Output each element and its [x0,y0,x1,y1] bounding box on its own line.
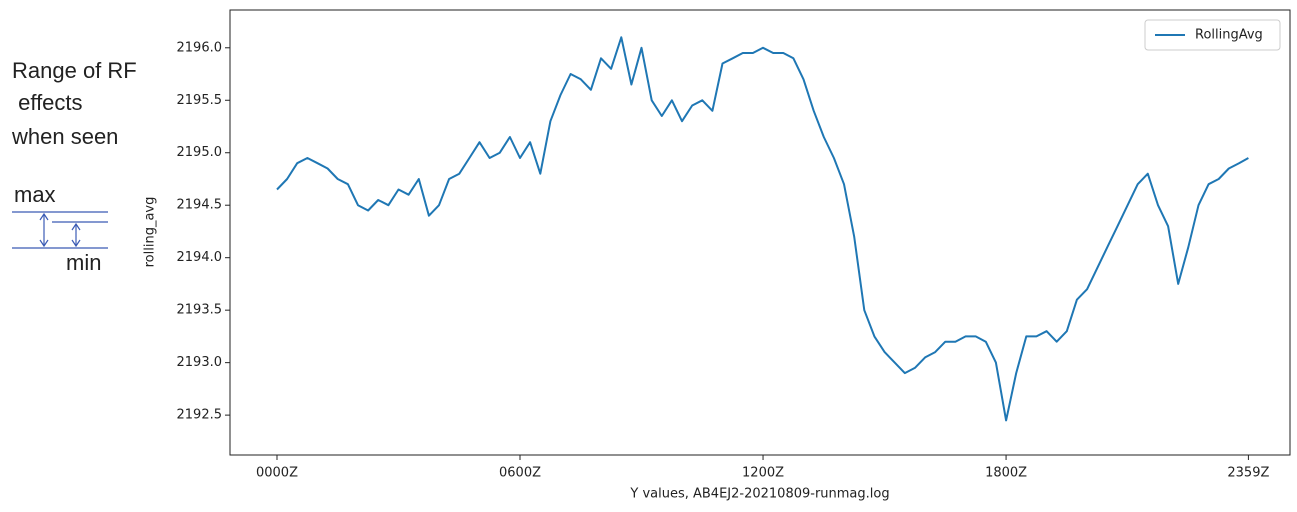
range-diagram [12,211,108,249]
x-tick-label: 1800Z [985,466,1027,481]
y-tick-label: 2193.0 [177,355,223,370]
annotation-line: when seen [11,124,118,149]
y-tick-label: 2195.0 [177,145,223,160]
y-tick-label: 2195.5 [177,93,223,108]
y-tick-label: 2192.5 [177,408,223,423]
annotation-min: min [66,250,101,275]
legend-label: RollingAvg [1195,28,1263,43]
annotation-line: Range of RF [12,58,137,83]
y-tick-label: 2196.0 [177,40,223,55]
x-tick-label: 1200Z [742,466,784,481]
plot-frame [229,9,1291,456]
x-tick-label: 0600Z [499,466,541,481]
legend-box [1144,19,1281,51]
y-tick-label: 2194.5 [177,198,223,213]
annotation-max: max [14,182,56,207]
y-axis-label: rolling_avg [143,197,158,268]
y-tick-label: 2193.5 [177,303,223,318]
arrow-heads [39,212,81,248]
y-tick-label: 2194.0 [177,250,223,265]
x-tick-label: 2359Z [1227,466,1269,481]
x-tick-label: 0000Z [256,466,298,481]
x-axis-label: Y values, AB4EJ2-20210809-runmag.log [629,487,889,502]
data-line [276,36,1249,422]
annotation-line: effects [12,90,83,115]
